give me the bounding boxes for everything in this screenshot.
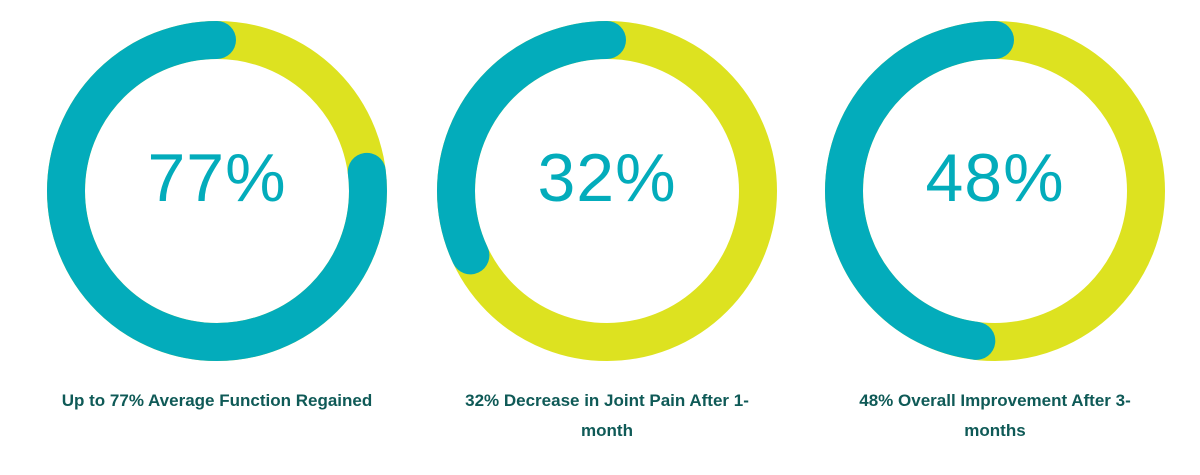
stat-caption-overall-improvement: 48% Overall Improvement After 3-months <box>859 391 1131 440</box>
stat-value-joint-pain-decrease: 32% <box>537 140 677 216</box>
donut-chart-overall-improvement <box>815 18 1175 364</box>
stat-value-function-regained: 77% <box>147 140 287 216</box>
donut-arc-function-regained <box>47 21 387 361</box>
stat-caption-joint-pain-decrease: 32% Decrease in Joint Pain After 1-month <box>465 391 749 440</box>
donut-svg-function-regained <box>47 21 387 361</box>
stat-value-overall-improvement: 48% <box>925 140 1065 216</box>
donut-arc-joint-pain-decrease <box>437 21 777 361</box>
donut-chart-joint-pain-decrease <box>427 18 787 364</box>
stat-overall-improvement: 48% 48% Overall Improvement After 3-mont… <box>815 18 1175 458</box>
donut-svg-overall-improvement <box>825 21 1165 361</box>
donut-arc-overall-improvement <box>825 21 1165 361</box>
stat-caption-function-regained: Up to 77% Average Function Regained <box>61 391 373 410</box>
stat-function-regained: 77% Up to 77% Average Function Regained <box>37 18 397 458</box>
donut-svg-joint-pain-decrease <box>437 21 777 361</box>
donut-chart-function-regained <box>37 18 397 364</box>
stat-joint-pain-decrease: 32% 32% Decrease in Joint Pain After 1-m… <box>427 18 787 458</box>
